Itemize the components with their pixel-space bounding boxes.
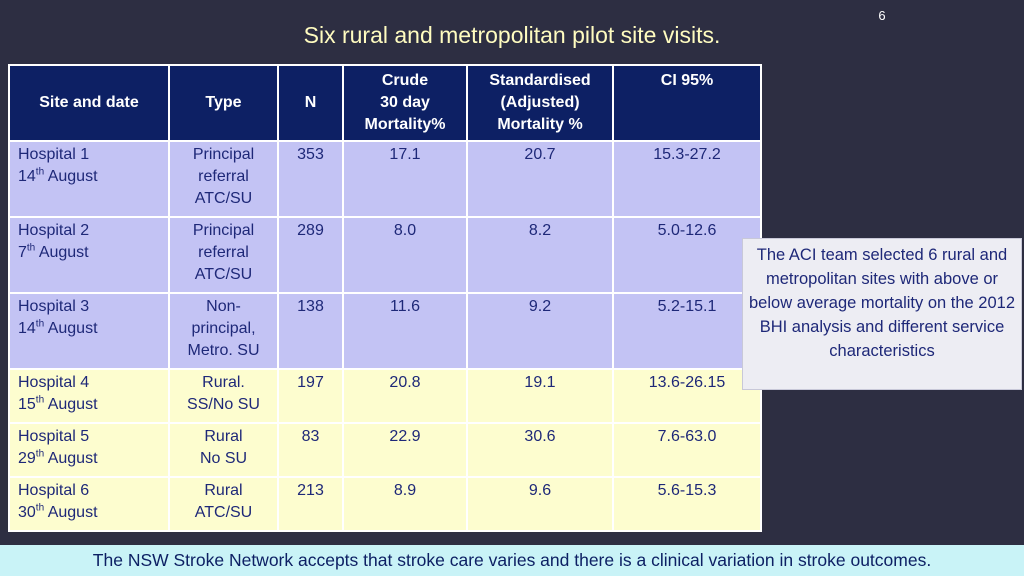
slide-title: Six rural and metropolitan pilot site vi… (303, 22, 721, 48)
type-cell: Principal referral ATC/SU (168, 216, 279, 294)
standardised-mortality-cell: 8.2 (466, 216, 614, 294)
site-name: Hospital 1 (18, 146, 90, 163)
visit-day: 30 (18, 504, 36, 521)
header-type: Type (168, 64, 279, 142)
type-line3: ATC/SU (194, 266, 253, 283)
crude-mortality-cell: 8.0 (342, 216, 468, 294)
table-row: Hospital 3 14th August Non- principal, M… (8, 292, 762, 370)
standardised-mortality-cell: 19.1 (466, 368, 614, 424)
type-line3: ATC/SU (194, 190, 253, 207)
type-line2: No SU (199, 450, 248, 467)
table-row: Hospital 4 15th August Rural. SS/No SU 1… (8, 368, 762, 424)
n-cell: 83 (277, 422, 344, 478)
type-line1: Principal (192, 222, 255, 239)
site-date-cell: Hospital 6 30th August (8, 476, 170, 532)
ci-cell: 13.6-26.15 (612, 368, 762, 424)
visit-month: August (44, 450, 98, 467)
table-row: Hospital 6 30th August Rural ATC/SU 213 … (8, 476, 762, 532)
type-line1: Rural. (202, 374, 245, 391)
table-row: Hospital 2 7th August Principal referral… (8, 216, 762, 294)
type-line1: Non- (206, 298, 241, 315)
type-line1: Rural (204, 428, 243, 445)
header-crude-line1: Crude (381, 72, 429, 89)
slide-number: 6 (878, 8, 886, 23)
standardised-mortality-cell: 20.7 (466, 140, 614, 218)
site-name: Hospital 5 (18, 428, 90, 445)
n-cell: 197 (277, 368, 344, 424)
type-cell: Principal referral ATC/SU (168, 140, 279, 218)
crude-mortality-cell: 11.6 (342, 292, 468, 370)
type-line3: Metro. SU (187, 342, 260, 359)
ci-cell: 15.3-27.2 (612, 140, 762, 218)
crude-mortality-cell: 22.9 (342, 422, 468, 478)
day-suffix: th (35, 166, 45, 178)
ci-cell: 5.0-12.6 (612, 216, 762, 294)
type-cell: Rural. SS/No SU (168, 368, 279, 424)
site-date-cell: Hospital 1 14th August (8, 140, 170, 218)
table-row: Hospital 1 14th August Principal referra… (8, 140, 762, 218)
standardised-mortality-cell: 30.6 (466, 422, 614, 478)
standardised-mortality-cell: 9.6 (466, 476, 614, 532)
table-row: Hospital 5 29th August Rural No SU 83 22… (8, 422, 762, 478)
n-cell: 289 (277, 216, 344, 294)
crude-mortality-cell: 20.8 (342, 368, 468, 424)
site-name: Hospital 2 (18, 222, 90, 239)
ci-cell: 5.6-15.3 (612, 476, 762, 532)
pilot-sites-table: Site and date Type N Crude 30 day Mortal… (8, 64, 762, 532)
type-cell: Rural ATC/SU (168, 476, 279, 532)
site-name: Hospital 6 (18, 482, 90, 499)
site-date-cell: Hospital 4 15th August (8, 368, 170, 424)
day-suffix: th (35, 394, 45, 406)
visit-month: August (44, 320, 98, 337)
type-line1: Rural (204, 482, 243, 499)
footer-banner: The NSW Stroke Network accepts that stro… (0, 545, 1024, 576)
site-date-cell: Hospital 3 14th August (8, 292, 170, 370)
header-std-line2: (Adjusted) (500, 94, 580, 111)
header-crude-line3: Mortality% (364, 116, 446, 133)
day-suffix: th (35, 448, 45, 460)
callout-box: The ACI team selected 6 rural and metrop… (742, 238, 1022, 390)
header-std-line3: Mortality % (497, 116, 583, 133)
type-line2: principal, (191, 320, 256, 337)
type-line2: ATC/SU (194, 504, 253, 521)
type-line2: referral (198, 168, 249, 185)
visit-day: 7 (18, 244, 27, 261)
crude-mortality-cell: 8.9 (342, 476, 468, 532)
header-std-line1: Standardised (489, 72, 591, 89)
visit-day: 14 (18, 168, 36, 185)
n-cell: 138 (277, 292, 344, 370)
header-standardised-mortality: Standardised (Adjusted) Mortality % (466, 64, 614, 142)
ci-cell: 5.2-15.1 (612, 292, 762, 370)
day-suffix: th (26, 242, 36, 254)
visit-month: August (44, 396, 98, 413)
header-crude-line2: 30 day (380, 94, 430, 111)
day-suffix: th (35, 318, 45, 330)
header-ci: CI 95% (612, 64, 762, 142)
visit-month: August (44, 504, 98, 521)
table-header-row: Site and date Type N Crude 30 day Mortal… (8, 64, 762, 142)
visit-month: August (35, 244, 89, 261)
n-cell: 353 (277, 140, 344, 218)
site-name: Hospital 4 (18, 374, 90, 391)
standardised-mortality-cell: 9.2 (466, 292, 614, 370)
site-name: Hospital 3 (18, 298, 90, 315)
type-line2: SS/No SU (187, 396, 260, 413)
site-date-cell: Hospital 5 29th August (8, 422, 170, 478)
type-cell: Rural No SU (168, 422, 279, 478)
type-line2: referral (198, 244, 249, 261)
crude-mortality-cell: 17.1 (342, 140, 468, 218)
header-site-date: Site and date (8, 64, 170, 142)
type-cell: Non- principal, Metro. SU (168, 292, 279, 370)
visit-day: 15 (18, 396, 36, 413)
visit-month: August (44, 168, 98, 185)
type-line1: Principal (192, 146, 255, 163)
header-crude-mortality: Crude 30 day Mortality% (342, 64, 468, 142)
header-n: N (277, 64, 344, 142)
visit-day: 29 (18, 450, 36, 467)
day-suffix: th (35, 502, 45, 514)
site-date-cell: Hospital 2 7th August (8, 216, 170, 294)
ci-cell: 7.6-63.0 (612, 422, 762, 478)
n-cell: 213 (277, 476, 344, 532)
visit-day: 14 (18, 320, 36, 337)
